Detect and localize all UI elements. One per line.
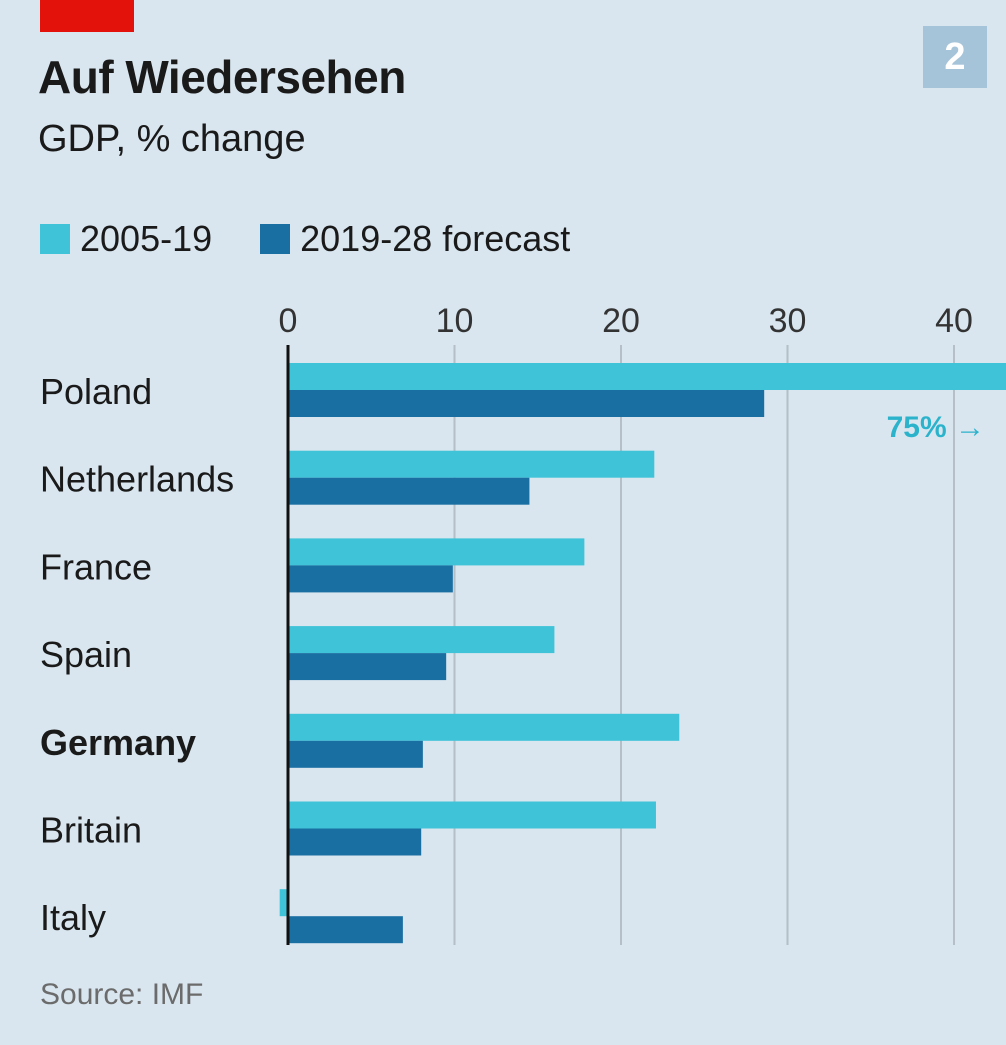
bar-2019-28-forecast-britain [288, 828, 422, 856]
x-tick-label: 20 [602, 302, 640, 340]
category-label: France [40, 546, 152, 587]
chart-subtitle: GDP, % change [38, 118, 306, 160]
bar-2005-19-spain [288, 626, 555, 654]
legend: 2005-19 2019-28 forecast [40, 218, 618, 260]
legend-item-2019-28-forecast: 2019-28 forecast [260, 218, 570, 260]
bar-2005-19-italy [279, 889, 288, 917]
bar-2005-19-france [288, 538, 585, 566]
bar-2005-19-britain [288, 801, 656, 829]
bar-2019-28-forecast-france [288, 565, 453, 593]
bar-2019-28-forecast-spain [288, 653, 447, 681]
legend-label: 2019-28 forecast [300, 218, 571, 259]
poland-overflow-annotation: 75% → [887, 411, 985, 444]
bar-2005-19-netherlands [288, 450, 655, 478]
brand-red-bar [40, 0, 134, 32]
x-tick-label: 10 [436, 302, 474, 340]
bar-2019-28-forecast-netherlands [288, 477, 530, 505]
x-tick-label: 40 [935, 302, 973, 340]
bar-2019-28-forecast-italy [288, 916, 403, 944]
x-tick-label: 0 [279, 302, 298, 340]
category-label: Poland [40, 371, 152, 412]
x-tick-label: 30 [769, 302, 807, 340]
bar-2005-19-germany [288, 713, 680, 741]
category-label: Spain [40, 634, 132, 675]
chart-title: Auf Wiedersehen [38, 51, 406, 103]
legend-label: 2005-19 [80, 218, 213, 259]
category-label: Italy [40, 897, 106, 938]
source-note: Source: IMF [40, 978, 204, 1011]
legend-item-2005-19: 2005-19 [40, 218, 212, 260]
legend-swatch [40, 224, 70, 254]
bar-2005-19-poland [288, 363, 1006, 390]
category-label: Britain [40, 810, 142, 851]
chart-number-badge: 2 [923, 26, 987, 88]
bar-2019-28-forecast-poland [288, 390, 765, 417]
bar-2019-28-forecast-germany [288, 740, 423, 768]
category-label: Netherlands [40, 459, 234, 500]
category-label: Germany [40, 722, 196, 763]
legend-swatch [260, 224, 291, 254]
